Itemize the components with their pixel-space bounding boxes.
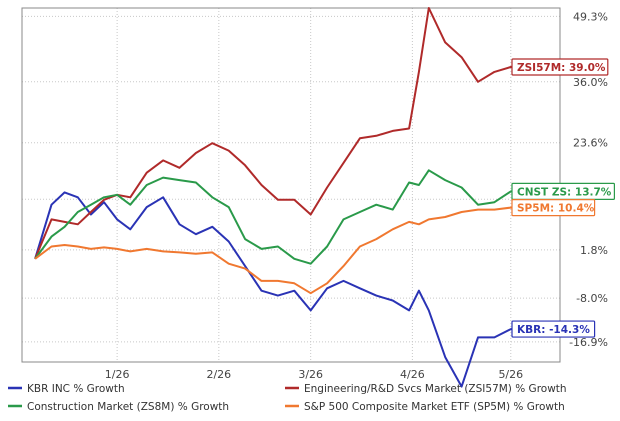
series-end-tag <box>511 199 596 217</box>
legend-label: Engineering/R&D Svcs Market (ZSI57M) % G… <box>304 383 567 395</box>
plot-area <box>21 7 561 363</box>
series-line <box>34 206 524 295</box>
y-tick-label: 49.3% <box>573 10 608 23</box>
series-line <box>34 191 524 388</box>
y-tick-label: 23.6% <box>573 137 608 150</box>
x-tick-label: 3/26 <box>298 368 323 381</box>
series-end-label: CNST ZS: 13.7% <box>517 186 612 198</box>
series-end-tag <box>511 58 609 76</box>
series-end-label: ZSI57M: 39.0% <box>517 62 606 74</box>
legend-label: Construction Market (ZS8M) % Growth <box>27 401 229 413</box>
series-end-label: SP5M: 10.4% <box>517 203 595 215</box>
legend-label: KBR INC % Growth <box>27 383 125 395</box>
x-tick-label: 5/26 <box>498 368 523 381</box>
y-tick-label: -8.0% <box>576 292 608 305</box>
series-end-tag <box>511 320 596 338</box>
x-tick-label: 4/26 <box>400 368 425 381</box>
x-tick-label: 1/26 <box>105 368 130 381</box>
y-tick-label: -16.9% <box>569 336 608 349</box>
series-line <box>34 7 524 260</box>
series-end-label: KBR: -14.3% <box>517 324 590 336</box>
y-tick-label: 36.0% <box>573 76 608 89</box>
series-line <box>34 169 524 265</box>
legend-label: S&P 500 Composite Market ETF (SP5M) % Gr… <box>304 401 565 413</box>
y-tick-label: 1.8% <box>580 244 608 257</box>
x-tick-label: 2/26 <box>206 368 231 381</box>
